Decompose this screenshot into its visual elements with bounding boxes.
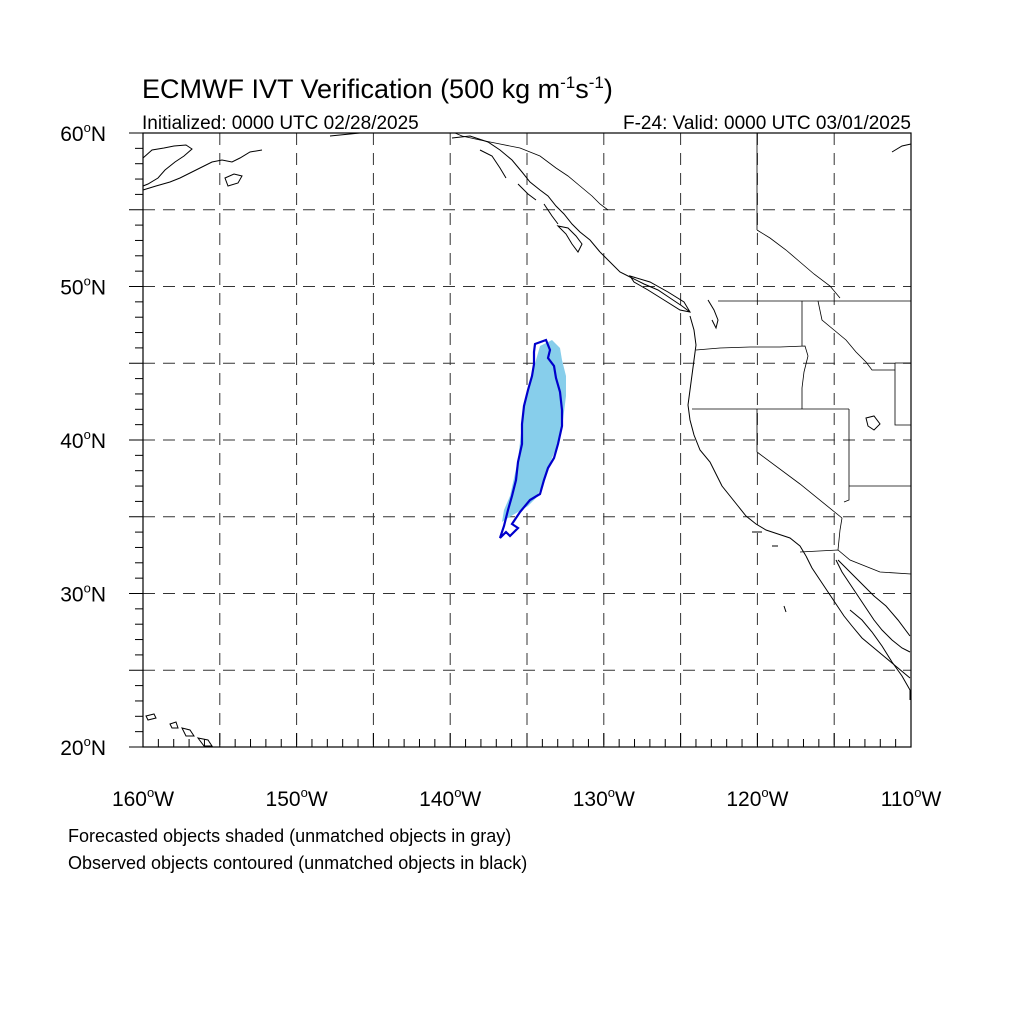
valid-time: F-24: Valid: 0000 UTC 03/01/2025 — [623, 113, 911, 134]
axis-ticks — [129, 132, 912, 748]
latitude-labels: 60oN 50oN 40oN 30oN 20oN — [60, 120, 106, 760]
lon-tick-label: 120oW — [726, 785, 788, 811]
hawaii-islands — [145, 713, 213, 747]
mainland-mexico-coast — [837, 559, 911, 637]
northern-canada-coast — [891, 143, 912, 153]
forecast-object-shaded — [502, 340, 566, 522]
lon-tick-label: 160oW — [112, 785, 174, 811]
nv-ut-border — [843, 409, 850, 503]
mexico-coast-south — [849, 609, 911, 700]
alaska-coast — [142, 144, 193, 187]
observed-object-contour — [498, 338, 564, 539]
lat-tick-label: 60oN — [60, 120, 106, 146]
az-ca-border — [837, 517, 843, 551]
longitude-labels: 160oW 150oW 140oW 130oW 120oW 110oW — [112, 785, 942, 811]
or-id-border — [801, 355, 809, 409]
vancouver-island — [628, 275, 692, 313]
ivt-objects — [498, 338, 566, 539]
wy-border — [894, 363, 911, 426]
political-boundaries — [454, 132, 912, 575]
bc-coast — [599, 251, 691, 313]
coastlines — [142, 132, 912, 747]
lon-tick-label: 140oW — [419, 785, 481, 811]
ca-nv-border — [756, 409, 843, 519]
baja-west-coast — [805, 555, 911, 679]
alaska-canada-border — [454, 132, 609, 211]
baja-east-coast — [835, 559, 911, 653]
us-west-coast — [687, 315, 807, 557]
se-alaska-coast — [451, 135, 601, 253]
kodiak-island — [224, 173, 243, 187]
haida-gwaii — [556, 225, 583, 253]
lat-tick-label: 20oN — [60, 734, 106, 760]
lon-tick-label: 150oW — [266, 785, 328, 811]
lon-tick-label: 130oW — [573, 785, 635, 811]
lat-tick-label: 30oN — [60, 581, 106, 607]
great-salt-lake — [865, 415, 881, 431]
wa-or-border — [695, 345, 809, 357]
se-alaska-islands — [479, 149, 559, 225]
id-mt-border — [817, 300, 895, 371]
channel-islands — [752, 531, 787, 613]
initialized-time: Initialized: 0000 UTC 02/28/2025 — [142, 113, 419, 134]
alaska-coast-2 — [142, 149, 263, 191]
map-title: ECMWF IVT Verification (500 kg m-1s-1) — [142, 73, 613, 104]
lat-tick-label: 40oN — [60, 427, 106, 453]
lon-tick-label: 110oW — [881, 785, 942, 811]
us-mexico-border — [799, 549, 912, 575]
legend-forecast-note: Forecasted objects shaded (unmatched obj… — [68, 826, 511, 846]
puget-sound — [707, 299, 719, 330]
lat-tick-label: 50oN — [60, 274, 106, 300]
bc-alberta-border — [756, 229, 841, 299]
legend-observed-note: Observed objects contoured (unmatched ob… — [68, 853, 527, 873]
